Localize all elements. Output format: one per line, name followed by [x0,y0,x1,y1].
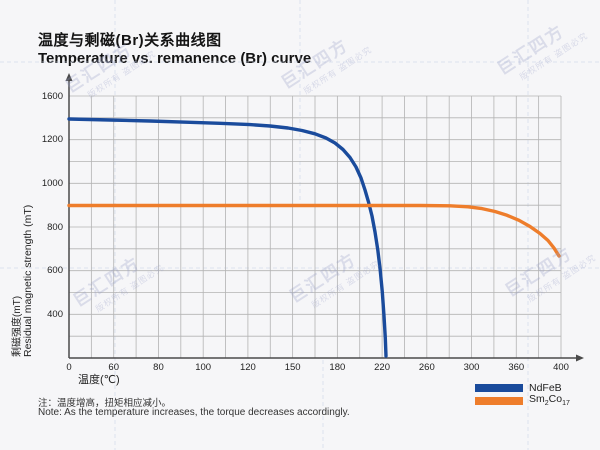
note-zh: 注：温度增高，扭矩相应减小。 [38,398,172,409]
y-axis-arrow-icon [65,73,73,81]
sm-text: Sm [529,393,545,406]
legend-label-sm2co17: Sm2Co17 [529,393,570,407]
chart-title-zh: 温度与剩磁(Br)关系曲线图 [38,32,222,49]
x-tick-label: 80 [153,362,164,373]
sm2co17-curve [67,203,561,258]
co-text: Co [548,393,563,406]
x-tick-label: 220 [374,362,391,373]
sm-subscript: 2 [544,400,549,408]
curves [67,117,561,358]
x-tick-label: 300 [463,362,480,373]
grid-layer [68,95,562,359]
y-tick-label: 800 [47,221,63,233]
legend-label-ndfeb: NdFeB [529,381,562,394]
y-tick-label: 600 [47,265,63,277]
x-tick-label: 60 [108,362,120,373]
x-axis-arrow-icon [576,354,584,362]
sm2co17-color-swatch [475,396,523,405]
x-tick-label: 360 [508,362,525,373]
legend-item-sm2co17: Sm2Co17 [475,393,570,408]
y-axis-title-zh: 剩磁强度(mT) [12,295,23,357]
x-tick-label: 150 [284,362,301,373]
chart-title-en: Temperature vs. remanence (Br) curve [38,50,312,67]
axes [65,73,584,362]
x-axis-title: 温度(℃) [78,374,120,386]
y-tick-label: 1600 [41,90,63,102]
y-tick-label: 1200 [41,134,63,146]
note-en: Note: As the temperature increases, the … [38,407,350,418]
x-tick-label: 180 [329,362,346,373]
y-tick-label: 400 [47,308,63,320]
ndfeb-color-swatch [475,383,523,392]
x-tick-label: 400 [553,362,569,373]
legend-item-ndfeb: NdFeB [475,381,570,394]
co-subscript: 17 [562,400,570,408]
ndfeb-curve [67,117,388,358]
y-axis-title-en: Residual magnetic strength (mT) [22,204,34,357]
x-tick-label: 260 [418,362,435,373]
x-tick-label: 0 [66,362,72,373]
x-tick-label: 100 [195,362,212,373]
x-tick-label: 120 [239,362,256,373]
y-tick-label: 1000 [41,177,63,189]
legend: NdFeB Sm2Co17 [475,381,570,408]
